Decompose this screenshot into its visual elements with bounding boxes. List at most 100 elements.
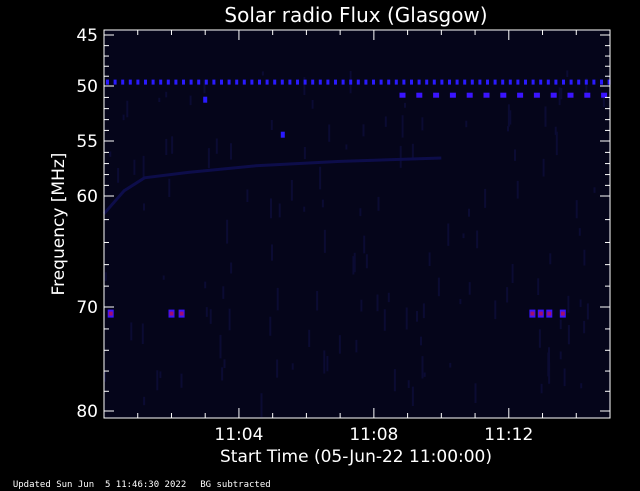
emission-spot	[203, 96, 208, 103]
band-segment	[341, 79, 345, 85]
band-segment	[311, 79, 315, 85]
noise-streak	[560, 88, 563, 100]
band-segment	[151, 79, 155, 85]
noise-streak	[269, 316, 272, 336]
noise-streak	[437, 277, 440, 297]
noise-streak	[459, 299, 462, 305]
noise-streak	[468, 282, 471, 295]
noise-streak	[133, 159, 136, 175]
noise-streak	[109, 151, 112, 157]
noise-streak	[507, 126, 509, 132]
band-segment	[235, 79, 239, 85]
hot-spot	[179, 311, 184, 316]
band-segment	[569, 79, 573, 85]
noise-streak	[209, 309, 212, 324]
noise-streak	[260, 393, 263, 418]
band-segment	[466, 92, 473, 98]
spectrogram-noise	[104, 70, 605, 418]
noise-streak	[585, 78, 588, 98]
noise-streak	[377, 196, 380, 211]
noise-streak	[171, 136, 174, 154]
noise-streak	[338, 335, 341, 354]
noise-streak	[226, 219, 229, 244]
band-segment	[174, 79, 178, 85]
y-tick-label: 70	[76, 298, 98, 318]
noise-streak	[159, 371, 162, 378]
noise-streak	[586, 303, 589, 320]
noise-streak	[276, 359, 279, 378]
band-segment	[531, 79, 535, 85]
x-axis: 11:04 11:08 11:12	[137, 30, 577, 445]
noise-streak	[180, 373, 183, 388]
band-segment	[288, 79, 292, 85]
band-segment	[106, 79, 109, 85]
chart-title: Solar radio Flux (Glasgow)	[224, 3, 487, 27]
noise-streak	[352, 256, 355, 275]
noise-streak	[421, 356, 424, 379]
band-segment	[432, 79, 436, 85]
band-segment	[387, 79, 391, 85]
noise-streak	[575, 200, 578, 219]
noise-streak	[387, 292, 390, 303]
noise-streak	[308, 329, 311, 347]
noise-streak	[423, 372, 426, 377]
noise-streak	[511, 264, 514, 283]
noise-streak	[142, 155, 145, 179]
noise-streak	[566, 70, 569, 77]
x-axis-label: Start Time (05-Jun-22 11:00:00)	[220, 447, 492, 467]
band-segment	[567, 92, 574, 98]
band-segment	[318, 79, 322, 85]
noise-streak	[359, 208, 362, 217]
noise-streak	[189, 95, 192, 106]
band-segment	[356, 79, 360, 85]
hot-spot	[169, 311, 174, 316]
noise-streak	[401, 115, 404, 138]
noise-streak	[542, 158, 545, 177]
band-segment	[379, 79, 383, 85]
noise-streak	[270, 198, 272, 219]
noise-streak	[360, 299, 363, 312]
band-segment	[440, 79, 444, 85]
noise-streak	[579, 299, 582, 307]
band-segment	[265, 79, 269, 85]
noise-streak	[449, 362, 452, 368]
noise-streak	[143, 203, 145, 211]
noise-streak	[416, 311, 418, 322]
noise-streak	[554, 126, 557, 135]
band-segment	[546, 79, 550, 85]
noise-streak	[117, 168, 120, 183]
noise-streak	[219, 334, 222, 359]
noise-streak	[509, 110, 512, 125]
hot-spot	[560, 311, 565, 316]
band-segment	[607, 79, 611, 85]
noise-streak	[484, 188, 487, 208]
noise-streak	[246, 189, 249, 202]
band-segment	[533, 92, 540, 98]
noise-streak	[583, 320, 586, 334]
noise-streak	[143, 396, 146, 406]
noise-streak	[422, 303, 425, 319]
band-segment	[334, 79, 337, 85]
band-segment	[273, 79, 277, 85]
band-segment	[296, 79, 299, 85]
noise-streak	[559, 319, 562, 330]
band-segment	[550, 92, 557, 98]
band-segment	[399, 92, 406, 98]
band-segment	[197, 79, 201, 85]
noise-streak	[205, 307, 208, 317]
band-segment	[326, 79, 330, 85]
noise-streak	[156, 370, 159, 391]
band-segment	[601, 92, 608, 98]
noise-streak	[345, 144, 348, 150]
band-segment	[600, 79, 603, 85]
noise-streak	[549, 253, 552, 265]
noise-streak	[537, 278, 540, 295]
noise-streak	[540, 383, 543, 394]
band-segment	[189, 79, 193, 85]
band-segment	[280, 79, 284, 85]
spectrogram-features	[102, 79, 611, 318]
noise-streak	[428, 252, 431, 266]
noise-streak	[447, 223, 450, 246]
x-tick-label: 11:08	[349, 425, 398, 445]
noise-streak	[548, 347, 550, 371]
